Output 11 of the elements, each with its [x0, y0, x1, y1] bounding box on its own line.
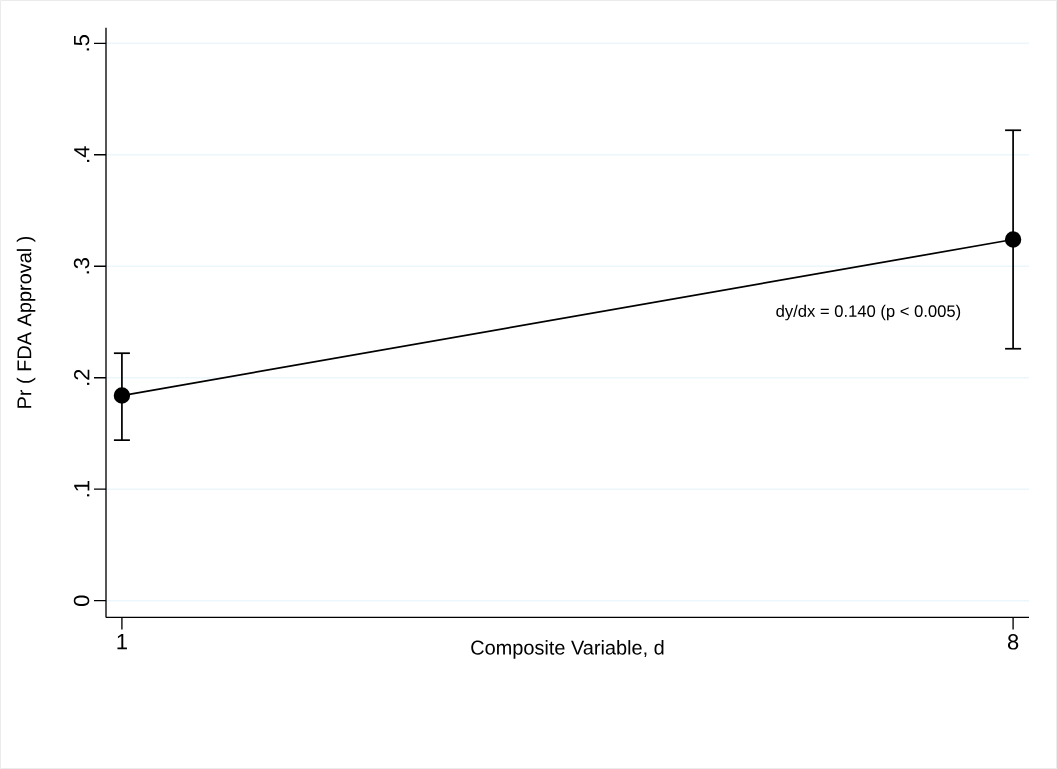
y-tick-label: .4	[74, 146, 90, 162]
x-axis-title: Composite Variable, d	[471, 640, 664, 659]
y-axis-title: Pr ( FDA Approval )	[16, 236, 36, 408]
annotation: dy/dx = 0.140 (p < 0.005)	[776, 304, 961, 321]
y-tick-label: .5	[74, 35, 90, 51]
y-tick-label: .3	[73, 258, 90, 274]
y-tick-label: .1	[74, 481, 90, 497]
y-tick-label: 0	[73, 595, 90, 606]
x-tick-label: 1	[117, 634, 127, 650]
y-tick-label: .2	[73, 369, 90, 385]
x-tick-label: 8	[1007, 634, 1019, 650]
